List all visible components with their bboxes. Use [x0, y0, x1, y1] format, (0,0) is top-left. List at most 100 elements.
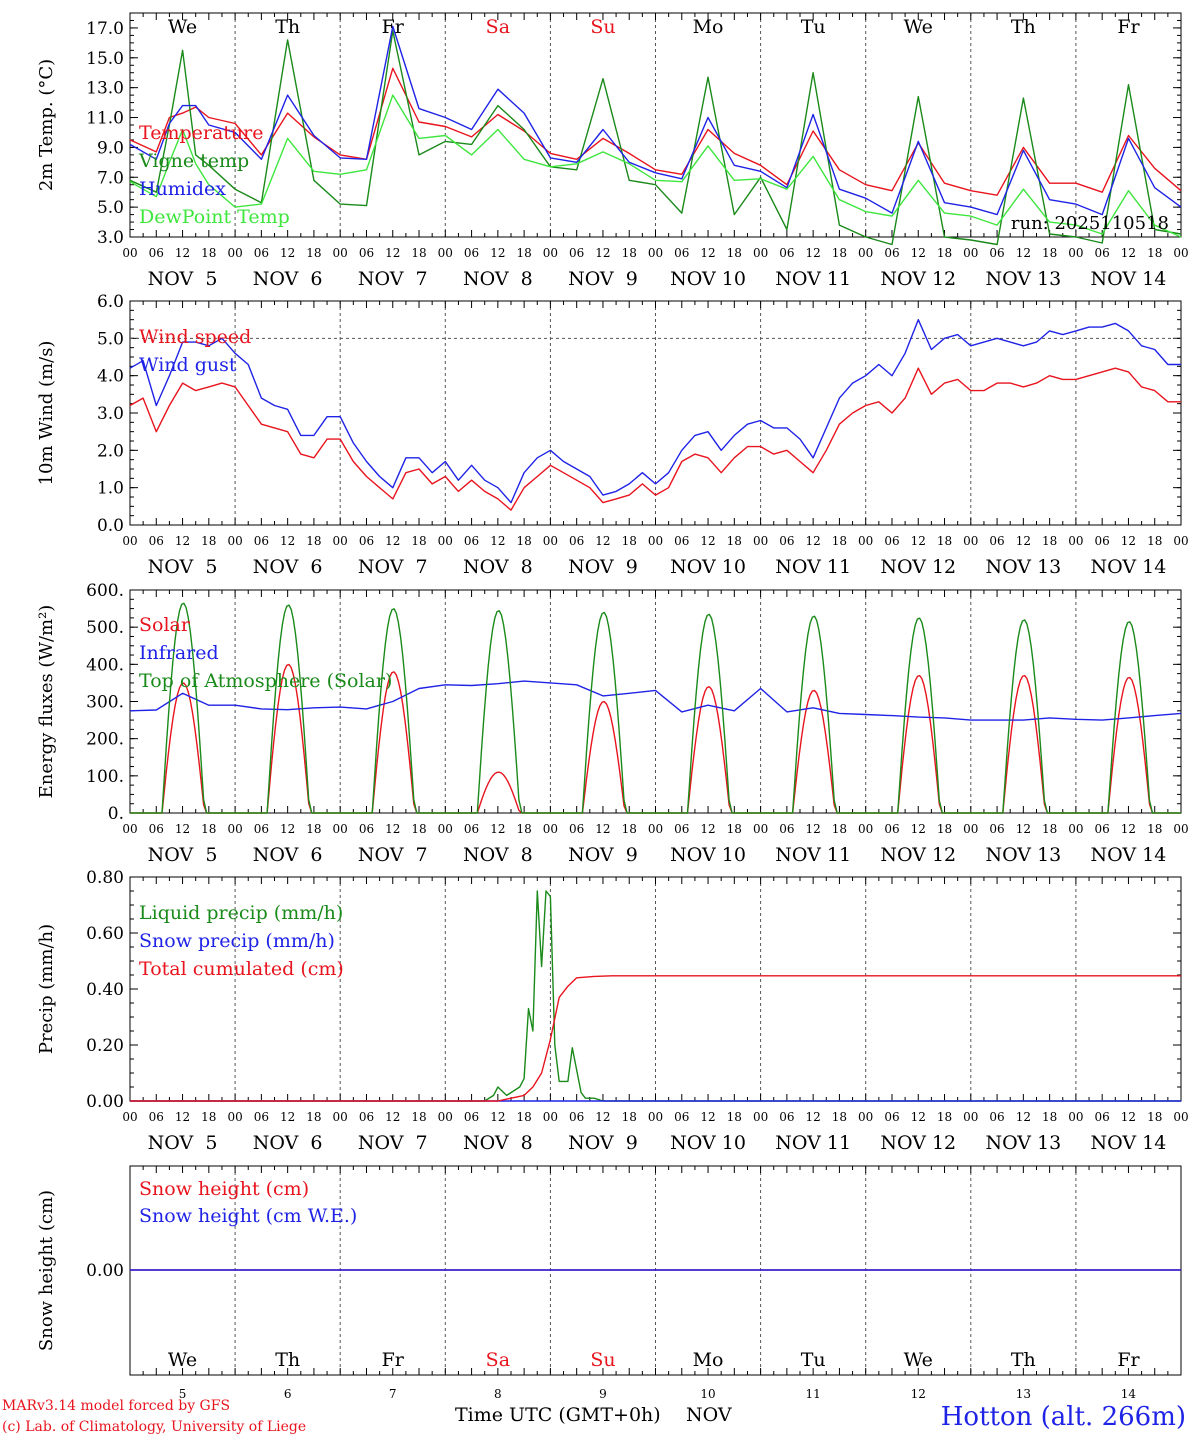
weekday-label: Su: [590, 16, 615, 38]
y-tick-label: 2.0: [97, 441, 124, 461]
date-label: NOV 13: [985, 556, 1061, 578]
hour-tick-label: 18: [937, 534, 952, 548]
hour-tick-label: 06: [359, 1110, 374, 1124]
hour-tick-label: 12: [806, 822, 821, 836]
date-label: NOV 6: [253, 556, 323, 578]
hour-tick-label: 12: [806, 1110, 821, 1124]
month-label: NOV: [686, 1404, 732, 1426]
date-label: NOV 9: [568, 268, 638, 290]
y-axis-label: Energy fluxes (W/m²): [36, 605, 57, 799]
date-label: NOV 8: [463, 556, 533, 578]
series-line-temperature: [129, 67, 1182, 196]
hour-tick-label: 00: [333, 822, 348, 836]
hour-tick-label: 00: [858, 246, 873, 260]
hour-tick-label: 06: [884, 246, 899, 260]
weekday-label: Th: [1011, 16, 1036, 38]
hour-tick-label: 06: [254, 822, 269, 836]
hour-tick-label: 18: [727, 822, 742, 836]
weekday-label: Fr: [1117, 1349, 1140, 1371]
day-number-label: 10: [700, 1387, 715, 1401]
hour-tick-label: 12: [490, 534, 505, 548]
hour-tick-label: 12: [595, 534, 610, 548]
hour-tick-label: 12: [280, 534, 295, 548]
hour-tick-label: 18: [1042, 246, 1057, 260]
hour-tick-label: 00: [543, 822, 558, 836]
hour-tick-label: 18: [622, 534, 637, 548]
hour-tick-label: 06: [1095, 1110, 1110, 1124]
series-line-dewpoint-temp: [129, 94, 1182, 238]
hour-tick-label: 06: [779, 822, 794, 836]
hour-tick-label: 00: [753, 1110, 768, 1124]
date-label: NOV 7: [358, 268, 428, 290]
hour-tick-label: 18: [622, 246, 637, 260]
date-label: NOV 9: [568, 844, 638, 866]
date-label: NOV 12: [880, 844, 956, 866]
date-label: NOV 13: [985, 268, 1061, 290]
date-label: NOV 6: [253, 268, 323, 290]
date-label: NOV 8: [463, 844, 533, 866]
date-label: NOV 7: [358, 1132, 428, 1154]
hour-tick-label: 06: [884, 1110, 899, 1124]
day-number-label: 11: [806, 1387, 821, 1401]
hour-tick-label: 12: [700, 1110, 715, 1124]
hour-tick-label: 18: [201, 246, 216, 260]
hour-tick-label: 12: [175, 822, 190, 836]
legend-entry: Vigne temp: [138, 150, 249, 172]
hour-tick-label: 18: [727, 1110, 742, 1124]
hour-tick-label: 18: [832, 822, 847, 836]
hour-tick-label: 18: [832, 1110, 847, 1124]
hour-tick-label: 18: [1147, 822, 1162, 836]
hour-tick-label: 06: [989, 246, 1004, 260]
hour-tick-label: 12: [911, 534, 926, 548]
hour-tick-label: 06: [989, 822, 1004, 836]
hour-tick-label: 06: [254, 534, 269, 548]
hour-tick-label: 06: [464, 534, 479, 548]
hour-tick-label: 00: [227, 534, 242, 548]
panel-frame: [129, 589, 1182, 814]
date-label: NOV 10: [670, 844, 746, 866]
weekday-label: Tu: [801, 16, 826, 38]
date-label: NOV 12: [880, 556, 956, 578]
y-tick-label: 5.0: [97, 198, 124, 218]
hour-tick-label: 06: [569, 534, 584, 548]
hour-tick-label: 06: [674, 1110, 689, 1124]
hour-tick-label: 18: [201, 534, 216, 548]
hour-tick-label: 18: [622, 1110, 637, 1124]
weekday-label: Th: [275, 16, 300, 38]
date-label: NOV 11: [775, 844, 851, 866]
legend-entry: Top of Atmosphere (Solar): [139, 670, 392, 692]
hour-tick-label: 12: [1016, 822, 1031, 836]
legend-entry: Infrared: [139, 642, 219, 664]
day-number-label: 5: [179, 1387, 187, 1401]
y-tick-label: 4.0: [97, 367, 124, 387]
hour-tick-label: 12: [1121, 1110, 1136, 1124]
hour-tick-label: 06: [674, 534, 689, 548]
y-tick-label: 600.: [86, 581, 124, 601]
date-label: NOV 5: [148, 268, 218, 290]
hour-tick-label: 06: [779, 534, 794, 548]
panel-5: [129, 1165, 1182, 1376]
hour-tick-label: 00: [122, 822, 137, 836]
hour-tick-label: 18: [411, 246, 426, 260]
legend-entry: Wind gust: [139, 354, 237, 376]
hour-tick-label: 18: [1147, 534, 1162, 548]
hour-tick-label: 12: [1121, 534, 1136, 548]
hour-tick-label: 18: [937, 246, 952, 260]
date-label: NOV 10: [670, 1132, 746, 1154]
hour-tick-label: 18: [306, 1110, 321, 1124]
panel-1: [129, 12, 1182, 246]
hour-tick-label: 12: [1016, 246, 1031, 260]
x-axis-title: Time UTC (GMT+0h): [455, 1404, 661, 1426]
hour-tick-label: 18: [306, 246, 321, 260]
hour-tick-label: 12: [700, 246, 715, 260]
y-tick-label: 0.80: [86, 868, 124, 888]
date-label: NOV 7: [358, 556, 428, 578]
hour-tick-label: 12: [280, 246, 295, 260]
hour-tick-label: 00: [858, 1110, 873, 1124]
weekday-label: We: [904, 1349, 933, 1371]
panel-3: [129, 589, 1182, 814]
date-label: NOV 8: [463, 1132, 533, 1154]
hour-tick-label: 18: [1042, 534, 1057, 548]
hour-tick-label: 12: [1121, 822, 1136, 836]
hour-tick-label: 12: [1121, 246, 1136, 260]
